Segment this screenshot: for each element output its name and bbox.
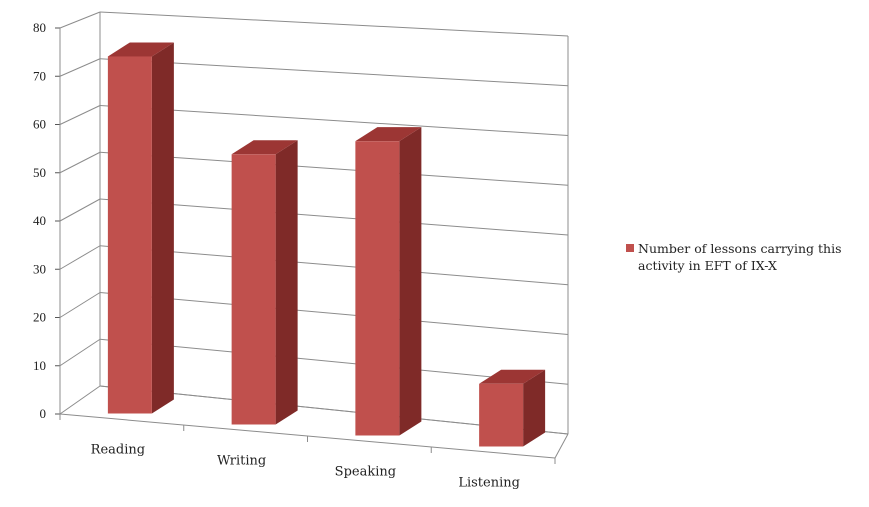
- gridline: [99, 105, 569, 136]
- label-layer: 0 10 20 30 40 50 60 70 80 Reading Writing Speaking L…: [33, 20, 520, 491]
- bar-side-writing: [275, 140, 298, 425]
- bar-side-reading: [151, 42, 174, 414]
- gridline: [99, 198, 569, 236]
- side-wall-gridline: [59, 11, 101, 29]
- y-tick-label: 10: [33, 358, 46, 373]
- side-wall-gridline: [59, 245, 101, 270]
- bar-top-speaking: [355, 127, 422, 142]
- side-wall-gridline: [59, 338, 101, 367]
- side-wall-gridline: [59, 58, 101, 77]
- y-tick-label: 60: [33, 117, 46, 132]
- legend: Number of lessons carrying this activity…: [626, 240, 866, 274]
- y-tick-label: 30: [33, 261, 46, 276]
- gridline: [99, 338, 569, 385]
- bar-speaking: [355, 141, 400, 436]
- x-category-label: Speaking: [335, 465, 396, 480]
- bar-reading: [107, 56, 152, 414]
- bar-layer: [107, 42, 546, 447]
- y-tick-label: 20: [33, 310, 46, 325]
- bar-top-listening: [479, 369, 546, 384]
- x-category-label: Listening: [458, 476, 520, 491]
- floor-right-edge: [554, 433, 569, 459]
- gridline: [99, 151, 569, 186]
- side-wall-gridline: [59, 105, 101, 125]
- gridline: [99, 245, 569, 286]
- y-tick-label: 70: [33, 68, 46, 83]
- gridline: [99, 11, 569, 37]
- bar-listening: [479, 383, 524, 447]
- y-tick-label: 40: [33, 213, 46, 228]
- y-tick-label: 80: [33, 20, 46, 35]
- side-wall-gridline: [59, 151, 101, 174]
- legend-swatch: [626, 244, 634, 252]
- legend-label: Number of lessons carrying this activity…: [638, 241, 842, 273]
- side-wall-gridline: [59, 198, 101, 222]
- gridline: [99, 292, 569, 335]
- bar-top-reading: [107, 42, 174, 57]
- x-category-label: Writing: [217, 454, 266, 469]
- side-wall-gridline: [59, 292, 101, 318]
- y-tick-label: 50: [33, 165, 46, 180]
- bar-top-writing: [231, 140, 298, 155]
- bar-writing: [231, 154, 276, 425]
- y-tick-label: 0: [40, 406, 47, 421]
- axis-layer: [55, 27, 569, 464]
- side-wall-gridline: [59, 385, 101, 415]
- x-category-label: Reading: [91, 443, 145, 458]
- bar-side-listening: [523, 369, 546, 447]
- grid-layer: [59, 11, 569, 435]
- gridline: [99, 58, 569, 87]
- bar-side-speaking: [399, 127, 422, 436]
